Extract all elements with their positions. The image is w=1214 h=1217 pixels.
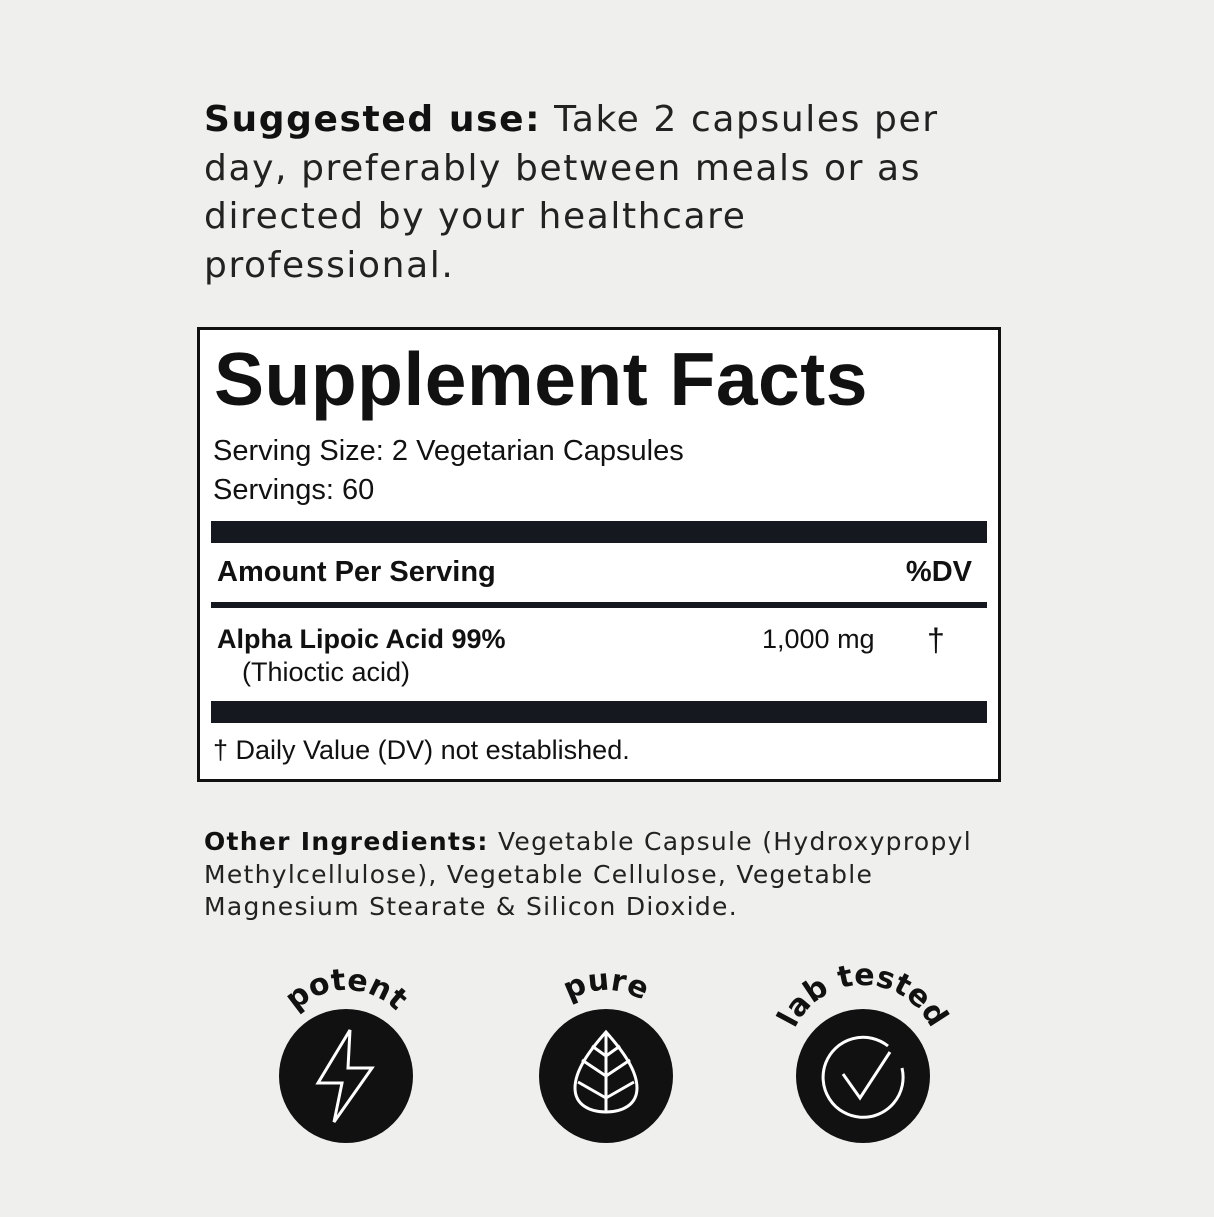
- amount-header: Amount Per Serving: [217, 556, 496, 588]
- divider-thick: [211, 701, 987, 723]
- ingredient-sub: (Thioctic acid): [242, 657, 411, 687]
- ingredient-name: Alpha Lipoic Acid 99%: [217, 624, 506, 654]
- badge-pure: pure: [539, 962, 673, 1143]
- other-ingredients-text: Vegetable Capsule (Hydroxypropyl Methylc…: [204, 827, 972, 921]
- footnote: † Daily Value (DV) not established.: [213, 735, 630, 765]
- badges: potent pure lab tested: [279, 960, 955, 1143]
- lightning-bolt-icon: [315, 1029, 375, 1123]
- badge-lab-tested: lab tested: [771, 960, 955, 1143]
- leaf-icon: [573, 1029, 639, 1114]
- ingredient-dv: †: [927, 622, 945, 658]
- divider-thin: [211, 602, 987, 608]
- badge-potent: potent: [279, 963, 414, 1143]
- suggested-use-text: Take 2 capsules per day, preferably betw…: [204, 99, 939, 286]
- suggested-use: Suggested use: Take 2 capsules per day, …: [204, 96, 984, 290]
- facts-title: Supplement Facts: [214, 337, 868, 421]
- check-circle-icon: [821, 1035, 905, 1119]
- badge-label: pure: [558, 962, 654, 1007]
- other-ingredients: Other Ingredients: Vegetable Capsule (Hy…: [204, 826, 994, 924]
- servings: Servings: 60: [213, 474, 375, 506]
- divider-thick: [211, 521, 987, 543]
- ingredient-amount: 1,000 mg: [762, 624, 875, 654]
- supplement-facts-panel: Supplement Facts Serving Size: 2 Vegetar…: [197, 327, 1001, 782]
- dv-header: %DV: [905, 556, 972, 588]
- serving-size: Serving Size: 2 Vegetarian Capsules: [213, 435, 684, 467]
- suggested-use-label: Suggested use:: [204, 99, 542, 140]
- other-ingredients-label: Other Ingredients:: [204, 827, 489, 856]
- svg-text:pure: pure: [558, 962, 654, 1007]
